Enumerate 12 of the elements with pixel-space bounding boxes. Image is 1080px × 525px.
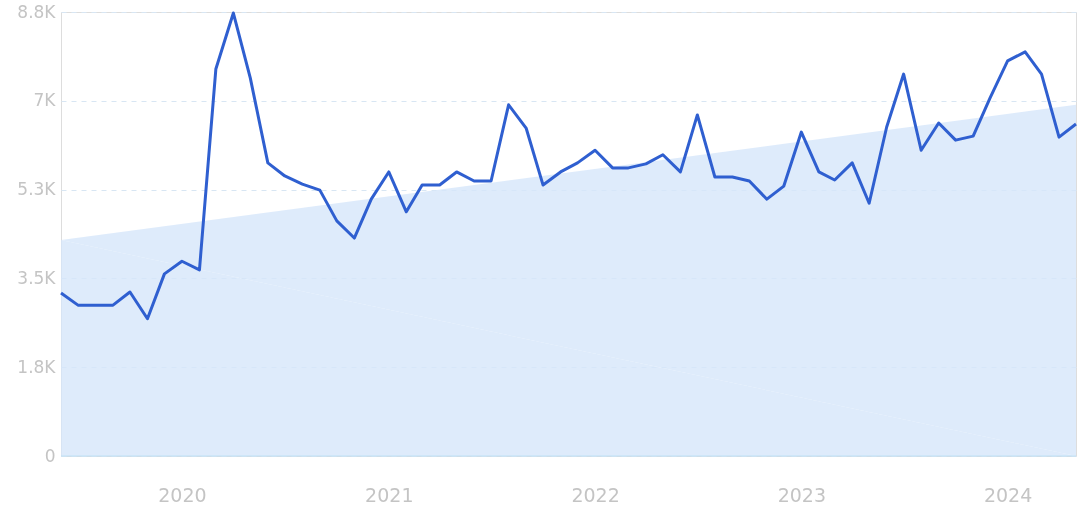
y-tick-label: 0 [44,445,56,466]
x-tick-label: 2020 [158,483,207,506]
y-tick-label: 3.5K [17,267,57,288]
x-tick-label: 2022 [571,483,620,506]
y-tick-label: 8.8K [17,1,57,22]
line-series [59,11,1078,321]
y-tick-label: 5.3K [17,179,57,200]
y-tick-label: 1.8K [17,356,57,377]
x-tick-label: 2023 [777,483,827,506]
y-tick-label: 7K [33,90,57,111]
x-tick-label: 2021 [365,483,414,506]
x-tick-label: 2024 [983,483,1033,506]
